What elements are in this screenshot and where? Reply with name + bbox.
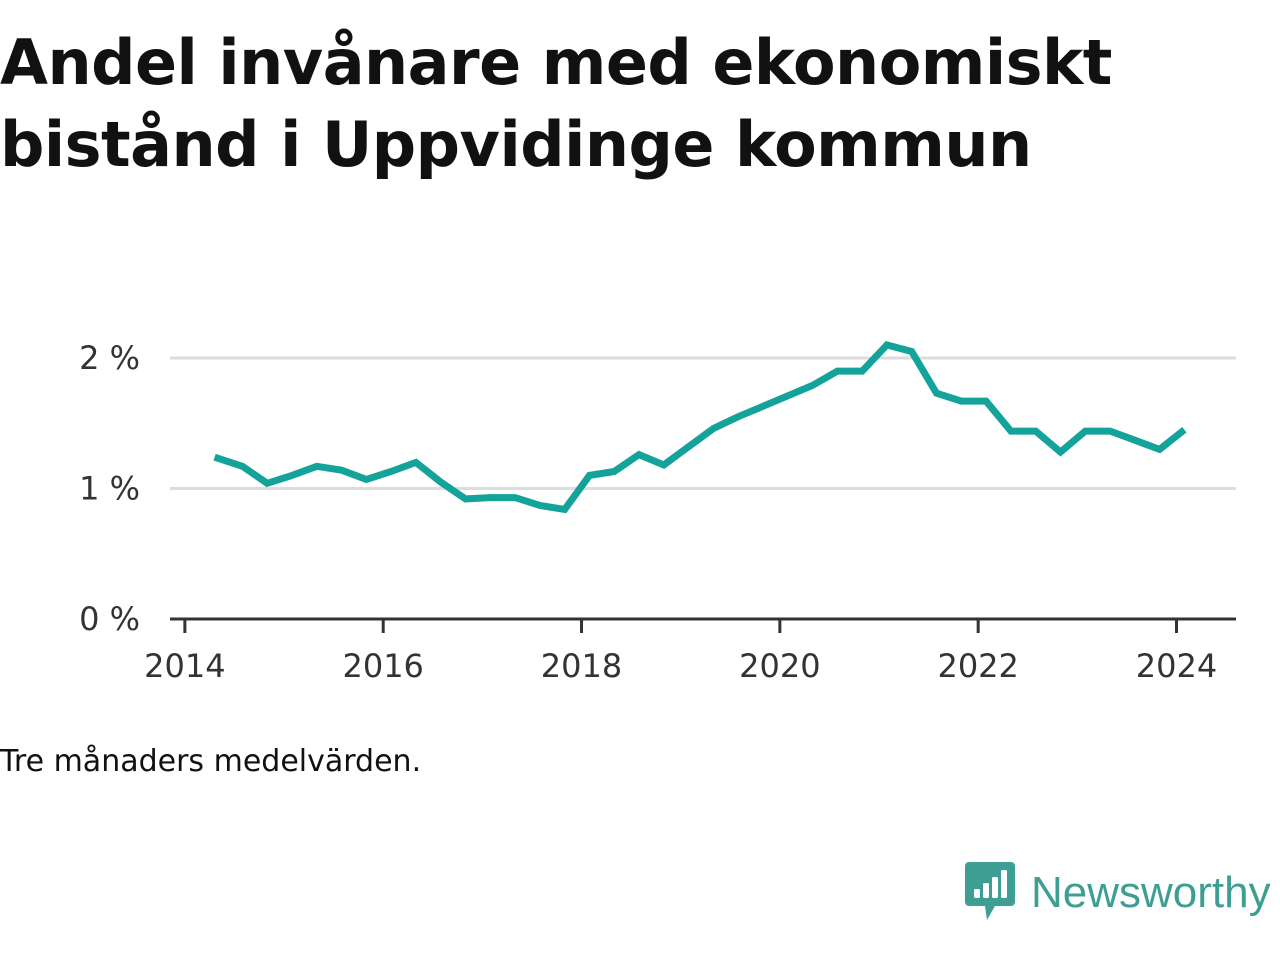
chart-note: Tre månaders medelvärden. [0,744,422,779]
x-tick-label: 2020 [739,647,820,685]
x-tick-label: 2022 [937,647,1018,685]
y-tick-label: 2 % [79,339,140,377]
x-tick-label: 2018 [541,647,622,685]
gridlines [170,356,1236,490]
chart-title: Andel invånare med ekonomiskt bistånd i … [0,26,1112,181]
newsworthy-logo: Newsworthy [965,862,1271,924]
y-tick-label: 0 % [79,600,140,638]
x-tick-label: 2014 [144,647,225,685]
x-axis [170,617,1236,633]
y-tick-label: 1 % [79,470,140,508]
newsworthy-logo-icon [965,862,1015,920]
x-tick-labels: 2014 2016 2018 2020 2022 2024 [144,647,1217,685]
x-tick-label: 2024 [1136,647,1217,685]
y-tick-labels: 0 % 1 % 2 % [79,339,140,638]
series-layer [213,340,1187,514]
x-tick-label: 2016 [342,647,423,685]
series-line [213,340,1187,514]
brand-name: Newsworthy [1031,868,1271,917]
